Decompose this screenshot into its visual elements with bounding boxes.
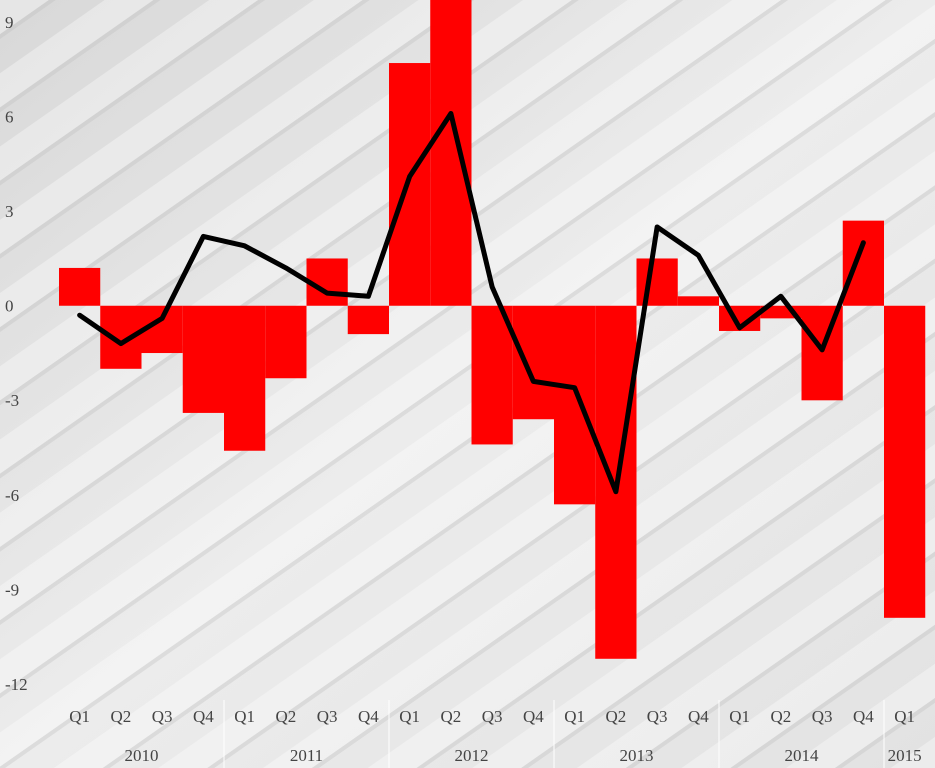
y-tick-label: 9	[5, 13, 14, 32]
bar	[182, 305, 224, 413]
x-tick-label: Q3	[152, 707, 173, 726]
bar	[636, 258, 678, 306]
x-tick-label: Q2	[275, 707, 296, 726]
x-tick-label: Q3	[812, 707, 833, 726]
x-tick-label: Q1	[729, 707, 750, 726]
y-tick-label: 6	[5, 108, 14, 127]
bar	[554, 305, 596, 505]
x-tick-label: Q2	[110, 707, 131, 726]
x-tick-label: Q3	[482, 707, 503, 726]
x-tick-label: Q4	[358, 707, 379, 726]
x-tick-label: Q2	[605, 707, 626, 726]
line	[77, 110, 866, 495]
bar	[347, 305, 389, 335]
bar	[801, 305, 843, 401]
bar	[389, 63, 431, 306]
plot-area	[59, 0, 926, 659]
x-tick-label: Q1	[564, 707, 585, 726]
group-label: 2010	[125, 746, 159, 765]
bar	[224, 305, 266, 451]
group-label: 2013	[620, 746, 654, 765]
y-tick-label: -12	[5, 675, 28, 694]
group-label: 2011	[290, 746, 323, 765]
y-tick-label: -6	[5, 486, 19, 505]
bar	[471, 305, 513, 445]
bar	[265, 305, 307, 379]
x-tick-label: Q4	[193, 707, 214, 726]
x-tick-label: Q3	[317, 707, 338, 726]
x-tick-label: Q1	[399, 707, 420, 726]
group-label: 2014	[785, 746, 820, 765]
group-label: 2015	[888, 746, 922, 765]
x-tick-label: Q2	[440, 707, 461, 726]
bar	[430, 0, 472, 306]
y-tick-label: -3	[5, 391, 19, 410]
x-tick-label: Q4	[523, 707, 544, 726]
bar	[884, 305, 926, 618]
x-tick-label: Q1	[69, 707, 90, 726]
x-tick-label: Q3	[647, 707, 668, 726]
bar	[59, 267, 101, 306]
x-tick-label: Q4	[688, 707, 709, 726]
x-tick-label: Q2	[770, 707, 791, 726]
y-tick-label: 0	[5, 297, 14, 316]
group-label: 2012	[455, 746, 489, 765]
bar	[677, 296, 719, 306]
bar	[842, 220, 884, 306]
y-tick-label: -9	[5, 580, 19, 599]
x-tick-label: Q1	[894, 707, 915, 726]
bar	[512, 305, 554, 420]
x-tick-label: Q1	[234, 707, 255, 726]
y-tick-label: 3	[5, 202, 14, 221]
x-tick-label: Q4	[853, 707, 874, 726]
